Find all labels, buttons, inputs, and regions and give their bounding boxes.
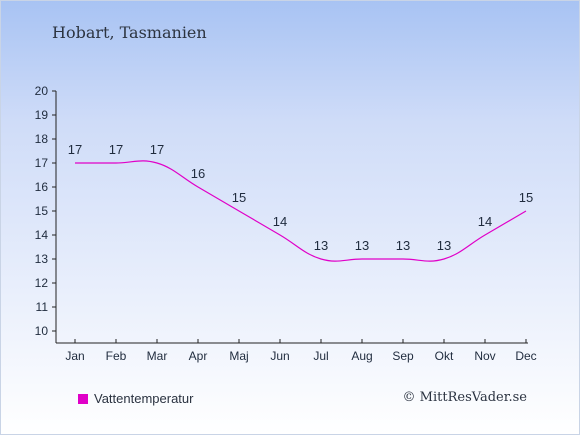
data-label: 17 (109, 142, 123, 157)
data-label: 14 (478, 214, 492, 229)
data-label: 13 (396, 238, 410, 253)
x-tick-label: Dec (515, 349, 536, 363)
y-tick-label: 13 (35, 252, 49, 266)
y-tick-label: 12 (35, 276, 49, 290)
y-tick-label: 15 (35, 204, 49, 218)
series-line (75, 160, 527, 262)
x-tick-label: Nov (474, 349, 495, 363)
data-label: 15 (232, 190, 246, 205)
data-labels: 17 17 17 16 15 14 13 13 13 13 14 15 (68, 142, 533, 253)
data-label: 13 (355, 238, 369, 253)
x-tick-label: Feb (106, 349, 127, 363)
y-tick-label: 10 (35, 324, 49, 338)
y-tick-label: 16 (35, 180, 49, 194)
legend-label: Vattentemperatur (94, 391, 194, 406)
y-axis: 10 11 12 13 14 15 16 17 18 19 20 (35, 84, 57, 343)
y-tick-label: 20 (35, 84, 49, 98)
legend-swatch (78, 393, 88, 404)
series-layer (75, 160, 527, 262)
data-label: 15 (519, 190, 533, 205)
legend: Vattentemperatur (78, 391, 193, 406)
y-tick-label: 11 (36, 300, 49, 314)
data-label: 17 (150, 142, 164, 157)
data-label: 13 (437, 238, 451, 253)
x-tick-label: Maj (229, 349, 248, 363)
data-label: 17 (68, 142, 82, 157)
x-tick-label: Apr (189, 349, 208, 363)
x-tick-label: Mar (147, 349, 168, 363)
data-label: 14 (273, 214, 287, 229)
y-tick-label: 17 (35, 156, 49, 170)
y-tick-label: 19 (35, 108, 49, 122)
credit-text: © MittResVader.se (402, 390, 527, 405)
y-tick-label: 14 (35, 228, 49, 242)
y-tick-label: 18 (35, 132, 49, 146)
x-tick-label: Jan (65, 349, 84, 363)
data-label: 13 (314, 238, 328, 253)
x-axis: Jan Feb Mar Apr Maj Jun Jul Aug Sep Okt Nov Dec (56, 339, 537, 363)
chart-title: Hobart, Tasmanien (52, 23, 207, 42)
x-tick-label: Sep (392, 349, 414, 363)
x-tick-label: Jun (270, 349, 289, 363)
data-label: 16 (191, 166, 205, 181)
x-tick-label: Aug (351, 349, 372, 363)
x-tick-label: Okt (435, 349, 454, 363)
x-tick-label: Jul (313, 349, 328, 363)
